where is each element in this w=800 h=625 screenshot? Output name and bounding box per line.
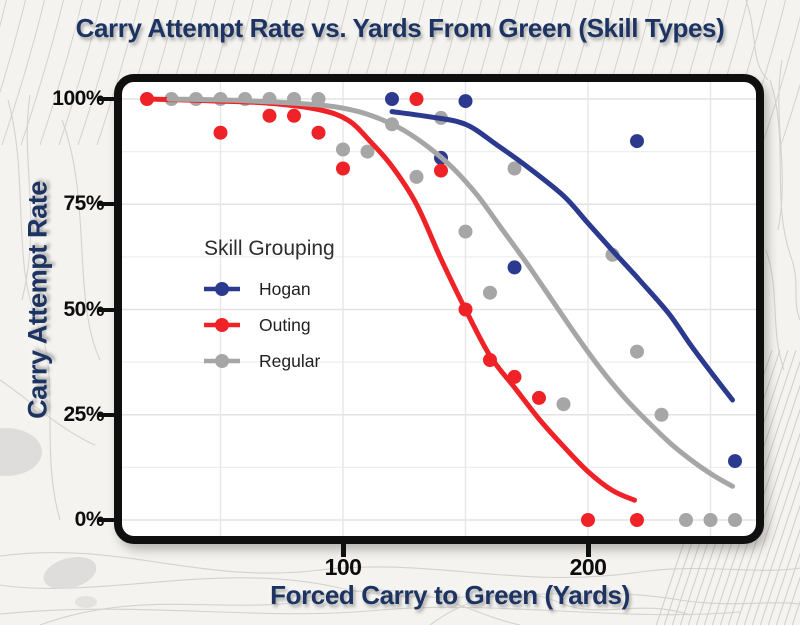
data-point-regular <box>409 169 424 184</box>
plot-canvas <box>122 82 756 536</box>
trend-line-hogan <box>389 109 735 403</box>
data-point-outing <box>311 125 326 140</box>
data-point-regular <box>336 142 350 157</box>
legend-item-hogan: Hogan <box>202 271 335 307</box>
data-point-regular <box>728 513 742 527</box>
legend-item-outing: Outing <box>202 307 335 343</box>
legend-key-regular-icon <box>204 354 240 368</box>
plot-panel <box>114 74 764 544</box>
legend-label-regular: Regular <box>259 350 321 371</box>
trend-line-regular <box>166 96 735 489</box>
data-point-outing <box>409 92 424 106</box>
data-point-hogan <box>630 134 644 149</box>
data-point-regular <box>458 224 473 239</box>
data-point-outing <box>336 161 350 176</box>
data-point-hogan <box>458 94 473 109</box>
data-point-regular <box>556 397 571 412</box>
data-point-outing <box>532 390 546 405</box>
data-point-regular <box>679 513 693 527</box>
data-point-outing <box>581 513 595 527</box>
data-point-hogan <box>507 260 522 275</box>
data-point-regular <box>360 144 375 159</box>
data-point-outing <box>262 108 277 123</box>
legend-label-hogan: Hogan <box>259 278 311 299</box>
data-point-regular <box>703 513 718 527</box>
legend-title: Skill Grouping <box>204 237 335 260</box>
x-axis-title: Forced Carry to Green (Yards) <box>270 580 630 610</box>
data-point-outing <box>630 513 644 527</box>
data-point-outing <box>213 125 228 140</box>
legend-key-outing-icon <box>204 318 240 332</box>
legend-item-regular: Regular <box>202 343 335 379</box>
data-point-regular <box>630 344 644 359</box>
data-point-hogan <box>385 92 399 106</box>
legend: Skill Grouping Hogan Outing Regular <box>202 237 335 379</box>
y-axis-title: Carry Attempt Rate <box>22 181 53 419</box>
legend-label-outing: Outing <box>259 314 311 335</box>
data-point-outing <box>434 163 448 178</box>
trend-line-outing <box>144 96 637 503</box>
data-point-outing <box>287 108 301 123</box>
data-point-hogan <box>728 454 742 469</box>
data-point-regular <box>483 285 497 300</box>
data-point-regular <box>654 407 669 422</box>
data-point-regular <box>507 161 522 176</box>
chart-title: Carry Attempt Rate vs. Yards From Green … <box>75 13 725 43</box>
legend-key-hogan-icon <box>204 282 240 296</box>
